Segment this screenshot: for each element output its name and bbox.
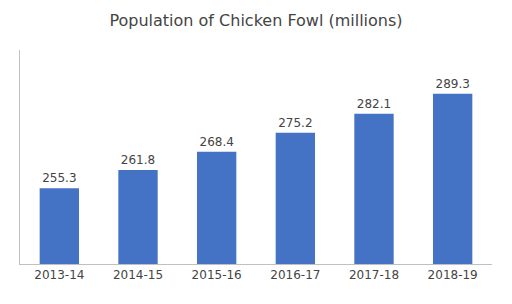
svg-text:2014-15: 2014-15: [113, 268, 163, 282]
svg-text:255.3: 255.3: [42, 171, 76, 185]
svg-text:2016-17: 2016-17: [270, 268, 320, 282]
svg-text:2017-18: 2017-18: [349, 268, 399, 282]
svg-text:2018-19: 2018-19: [428, 268, 478, 282]
svg-text:Population of Chicken Fowl (mi: Population of Chicken Fowl (millions): [109, 11, 402, 30]
svg-text:282.1: 282.1: [357, 97, 391, 111]
svg-text:261.8: 261.8: [121, 153, 155, 167]
svg-text:2013-14: 2013-14: [34, 268, 84, 282]
svg-text:275.2: 275.2: [278, 116, 312, 130]
svg-text:268.4: 268.4: [199, 135, 233, 149]
svg-text:2015-16: 2015-16: [192, 268, 242, 282]
svg-text:289.3: 289.3: [435, 77, 469, 91]
